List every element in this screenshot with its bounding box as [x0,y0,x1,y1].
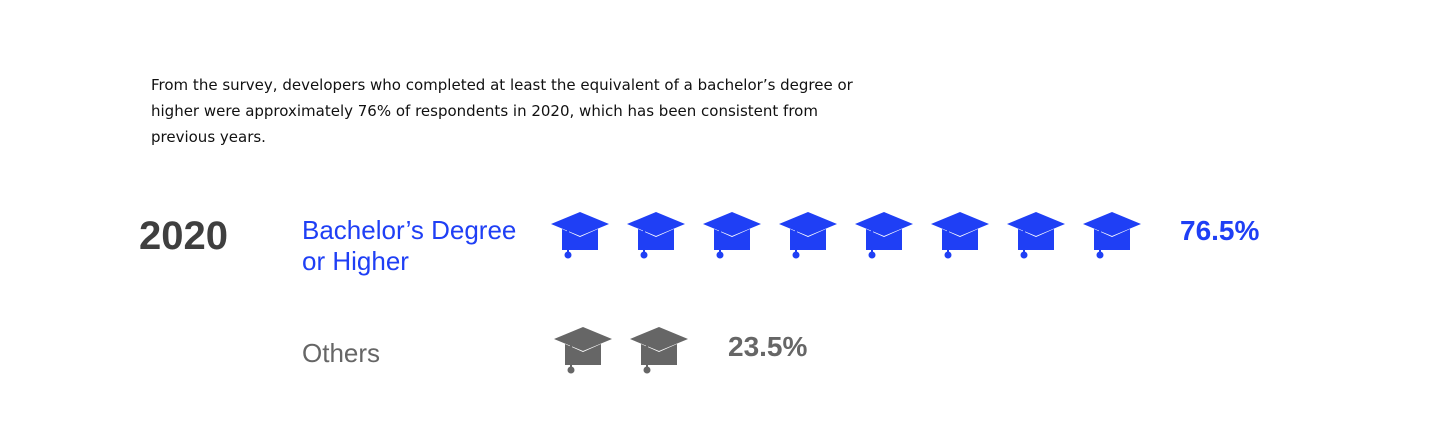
bachelors-label: Bachelor’s Degree or Higher [302,215,517,276]
graduation-cap-icon [779,212,837,259]
graduation-cap-icon [1083,212,1141,259]
year-label: 2020 [139,214,228,258]
bachelors-percentage: 76.5% [1180,215,1260,246]
graduation-cap-icon [554,327,612,374]
intro-text: From the survey, developers who complete… [151,76,853,146]
graduation-cap-icon [855,212,913,259]
others-label: Others [302,338,381,368]
graduation-cap-icon [1007,212,1065,259]
others-percentage: 23.5% [728,331,808,362]
graduation-cap-icon [551,212,609,259]
graduation-cap-icon [703,212,761,259]
graduation-cap-icon [627,212,685,259]
graduation-cap-icon [630,327,688,374]
graduation-cap-icon [931,212,989,259]
